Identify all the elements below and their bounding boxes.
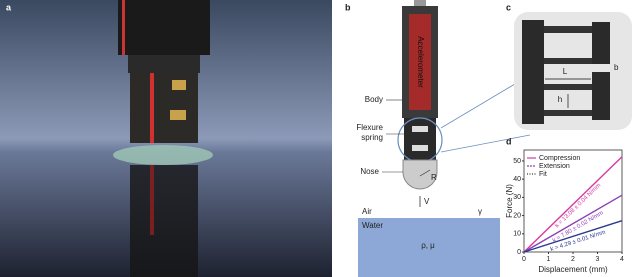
y-tick-label: 30 (513, 194, 521, 201)
y-tick-label: 0 (517, 249, 521, 256)
legend-label: Compression (539, 155, 580, 162)
photo (0, 0, 332, 277)
y-tick-label: 10 (513, 231, 521, 238)
device-diagram (358, 0, 531, 277)
label: V (424, 197, 430, 206)
label: γ (478, 207, 482, 216)
flexure-render (514, 12, 632, 130)
series-line (523, 194, 623, 253)
panel-label: a (6, 2, 12, 12)
label: R (431, 173, 437, 182)
y-axis-label: Force (N) (505, 184, 514, 218)
label: L (563, 67, 568, 76)
x-tick-label: 0 (522, 256, 526, 263)
label: Accelerometer (416, 36, 425, 88)
x-tick-label: 2 (571, 256, 575, 263)
label: b (614, 63, 619, 72)
legend-label: Fit (539, 171, 547, 178)
y-tick-label: 20 (513, 212, 521, 219)
y-tick-label: 50 (513, 158, 521, 165)
label: Water (362, 221, 383, 230)
label: ρ, μ (421, 241, 435, 250)
x-axis-label: Displacement (mm) (538, 265, 608, 274)
x-tick-label: 1 (547, 256, 551, 263)
x-tick-label: 4 (620, 256, 624, 263)
label: Nose (360, 167, 379, 176)
panel-label: c (506, 2, 511, 12)
panel-label: b (345, 2, 351, 12)
series-line (523, 220, 623, 253)
series-annotation: k = 13.08 ± 0.04 N/mm (554, 183, 602, 230)
label: Air (362, 207, 372, 216)
legend-label: Extension (539, 163, 570, 170)
label: spring (361, 133, 383, 142)
label: Body (365, 95, 383, 104)
x-tick-label: 3 (596, 256, 600, 263)
series-line (523, 156, 623, 253)
label: Flexure (356, 123, 383, 132)
panel-label: d (506, 136, 512, 146)
y-tick-label: 40 (513, 176, 521, 183)
label: h (558, 95, 562, 104)
